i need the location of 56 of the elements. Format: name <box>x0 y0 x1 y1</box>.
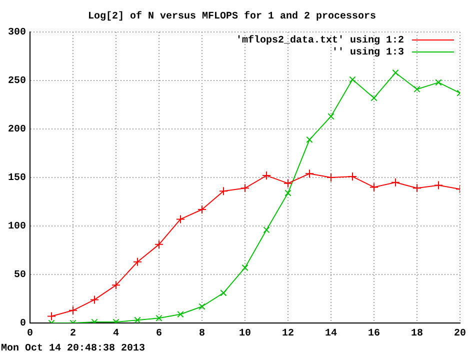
x-tick-label: 8 <box>198 328 206 340</box>
point <box>349 76 356 83</box>
point <box>154 240 164 249</box>
point <box>370 94 378 102</box>
point <box>68 306 78 315</box>
point <box>326 173 336 182</box>
x-tick-label: 14 <box>324 328 338 340</box>
point <box>177 310 184 318</box>
point <box>198 205 206 214</box>
x-tick-label: 20 <box>454 328 466 340</box>
x-tick-label: 10 <box>238 328 252 340</box>
point <box>198 303 206 310</box>
point <box>134 316 141 323</box>
point <box>414 86 420 93</box>
point <box>176 214 185 224</box>
point <box>284 190 292 196</box>
legend-label: 'mflops2_data.txt' using 1:2 <box>236 34 404 47</box>
y-tick-label: 100 <box>8 222 26 233</box>
y-tick-label: 200 <box>8 124 26 136</box>
point <box>112 280 121 290</box>
x-tick-label: 16 <box>368 328 380 340</box>
y-tick-label: 250 <box>8 76 26 88</box>
point <box>133 257 142 266</box>
x-tick-label: 4 <box>112 328 120 340</box>
point <box>156 314 162 322</box>
y-tick-label: 300 <box>8 28 26 39</box>
point <box>240 184 250 193</box>
point <box>434 180 443 190</box>
point <box>220 290 227 296</box>
point <box>262 171 271 180</box>
point <box>219 186 228 196</box>
point <box>305 169 314 178</box>
point <box>392 69 399 76</box>
point <box>306 136 313 143</box>
point <box>435 79 442 86</box>
point <box>90 295 100 304</box>
y-tick-label: 0 <box>20 318 26 330</box>
x-tick-label: 18 <box>410 328 424 340</box>
point <box>412 184 422 193</box>
point <box>242 264 248 272</box>
point <box>391 178 400 187</box>
point <box>370 182 378 192</box>
y-tick-label: 50 <box>14 270 26 282</box>
point <box>47 312 56 321</box>
point <box>284 178 292 188</box>
x-tick-label: 0 <box>26 328 34 340</box>
y-tick-label: 150 <box>8 173 26 184</box>
x-tick-label: 12 <box>282 328 294 340</box>
x-tick-label: 2 <box>70 328 76 340</box>
x-tick-label: 6 <box>156 328 162 340</box>
chart-title: Log[2] of N versus MFLOPS for 1 and 2 processors <box>88 10 376 23</box>
point <box>328 113 334 120</box>
point <box>348 172 357 182</box>
text: Mon Oct 14 20:48:38 2013 <box>1 344 146 355</box>
legend-label: '' using 1:3 <box>332 46 404 59</box>
point <box>263 226 270 234</box>
